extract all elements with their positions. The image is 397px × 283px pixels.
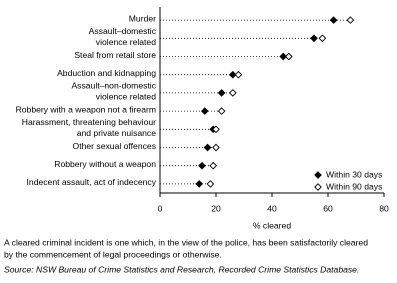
category-label: Harassment, threatening behaviour — [22, 117, 156, 127]
category-label: Assault–domestic — [89, 26, 157, 36]
category-label: Robbery without a weapon — [54, 159, 156, 169]
x-tick-label: 80 — [379, 203, 389, 213]
dot — [200, 107, 209, 115]
note: by the commencement of legal proceedings… — [4, 249, 222, 259]
dot — [310, 34, 318, 43]
source: Source: NSW Bureau of Crime Statistics a… — [4, 264, 359, 274]
dot — [212, 143, 220, 152]
dot — [228, 89, 237, 97]
category-label: Abduction and kidnapping — [57, 68, 156, 78]
category-label: Assault–non-domestic — [71, 81, 156, 91]
category-label: violence related — [96, 37, 156, 47]
category-label: Indecent assault, act of indecency — [27, 177, 157, 187]
dot — [212, 125, 220, 134]
dot — [209, 161, 218, 170]
category-label: Murder — [129, 13, 156, 23]
dot — [198, 161, 206, 170]
x-tick-label: 0 — [158, 203, 163, 213]
category-label: violence related — [96, 92, 156, 102]
dot — [318, 34, 327, 43]
dot — [203, 143, 212, 152]
dot — [217, 89, 226, 97]
note: A cleared criminal incident is one which… — [4, 237, 368, 247]
x-axis-label: % cleared — [253, 220, 291, 230]
category-label: and private nuisance — [77, 128, 157, 138]
dot — [284, 52, 293, 61]
dot — [206, 180, 215, 188]
x-tick-label: 40 — [267, 203, 277, 213]
dot — [195, 180, 204, 188]
legend-label: Within 90 days — [326, 181, 382, 191]
legend-marker — [314, 183, 322, 191]
dot — [228, 70, 237, 79]
category-label: Other sexual offences — [73, 141, 156, 151]
dot — [279, 52, 288, 61]
x-tick-label: 60 — [323, 203, 333, 213]
legend-label: Within 30 days — [326, 169, 382, 179]
dot — [346, 16, 355, 24]
category-label: Robbery with a weapon not a firearm — [16, 104, 156, 114]
dot — [234, 70, 243, 79]
legend-marker — [314, 171, 322, 179]
dot — [217, 107, 226, 115]
dot — [329, 16, 338, 24]
category-label: Steal from retail store — [74, 50, 156, 60]
x-tick-label: 20 — [211, 203, 221, 213]
